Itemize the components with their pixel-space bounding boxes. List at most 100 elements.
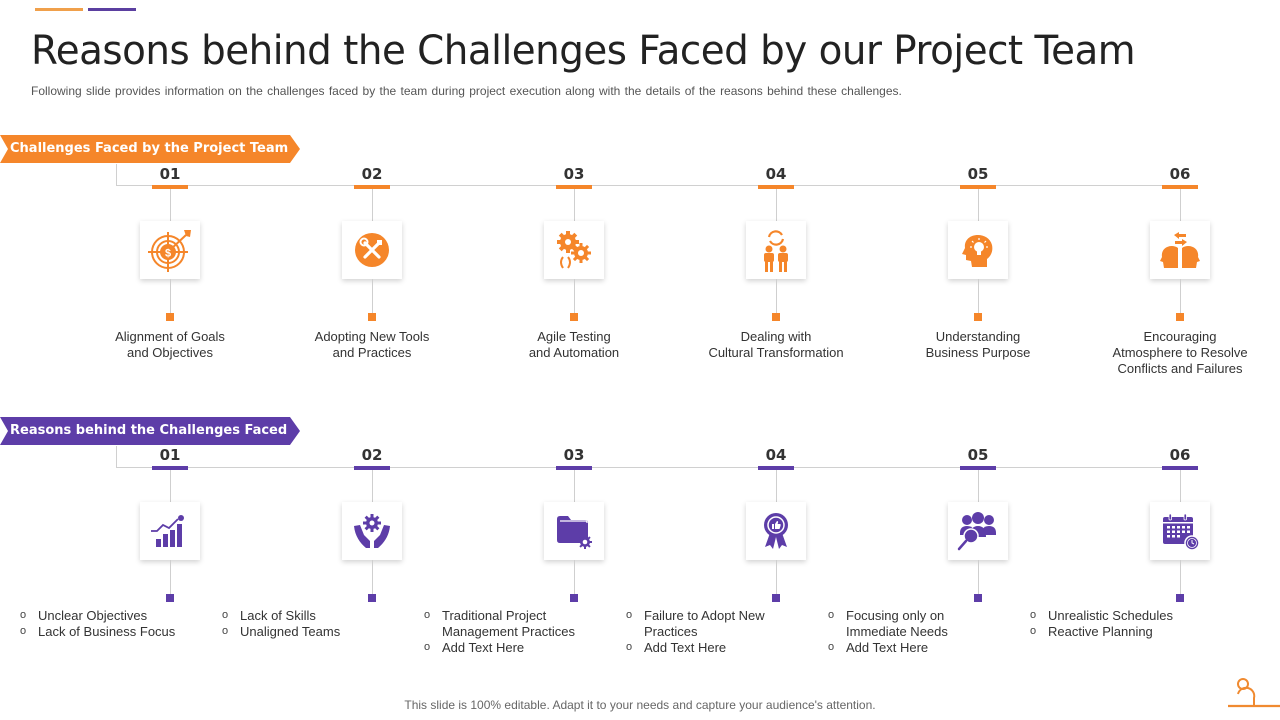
- step-number: 02: [361, 446, 383, 464]
- connector-line: [977, 560, 979, 594]
- timeline-connector: [116, 164, 117, 186]
- connector-line: [371, 560, 373, 594]
- step-number: 03: [563, 446, 585, 464]
- connector-line: [1179, 189, 1181, 221]
- reasons-timeline-line: [116, 467, 1198, 468]
- icon-card: [1150, 221, 1210, 279]
- folder-gear-icon: [557, 516, 592, 549]
- step-dot: [974, 594, 982, 602]
- connector-line: [1179, 470, 1181, 502]
- step-number: 05: [967, 446, 989, 464]
- people-exchange-icon: [764, 230, 788, 272]
- connector-line: [169, 189, 171, 221]
- connector-line: [573, 470, 575, 502]
- timeline-connector: [116, 446, 117, 468]
- connector-line: [1179, 279, 1181, 313]
- step-number: 04: [765, 446, 787, 464]
- step-dot: [570, 594, 578, 602]
- connector-line: [573, 560, 575, 594]
- connector-line: [169, 560, 171, 594]
- award-ribbon-icon: [764, 513, 788, 549]
- reasons-section-header: Reasons behind the Challenges Faced: [0, 417, 300, 445]
- step-dot: [166, 313, 174, 321]
- step-marker: [152, 466, 188, 470]
- step-number: 01: [159, 165, 181, 183]
- step-marker: [960, 466, 996, 470]
- step-marker: [556, 185, 592, 189]
- connector-line: [977, 279, 979, 313]
- gears-icon: [557, 231, 591, 269]
- challenges-section-header: Challenges Faced by the Project Team: [0, 135, 300, 163]
- connector-line: [1179, 560, 1181, 594]
- label-line: and Objectives: [127, 345, 213, 360]
- icon-card: [746, 221, 806, 279]
- challenge-label: Understanding Business Purpose: [888, 329, 1068, 361]
- icon-card: [140, 502, 200, 560]
- connector-line: [977, 189, 979, 221]
- icon-card: [948, 502, 1008, 560]
- step-marker: [758, 185, 794, 189]
- calendar-clock-icon: [1163, 513, 1200, 551]
- label-line: Understanding: [935, 329, 1021, 344]
- step-marker: [556, 466, 592, 470]
- label-line: Alignment of Goals: [115, 329, 225, 344]
- step-number: 02: [361, 165, 383, 183]
- step-dot: [1176, 313, 1184, 321]
- bullet-item: Reactive Planning: [1030, 623, 1210, 640]
- step-number: 03: [563, 165, 585, 183]
- bullet-item: Add Text Here: [424, 639, 604, 656]
- brand-logo-icon: [1228, 678, 1280, 708]
- step-marker: [152, 185, 188, 189]
- bullet-item: Add Text Here: [828, 639, 1008, 656]
- label-line: and Practices: [332, 345, 412, 360]
- label-line: Atmosphere to Resolve: [1112, 345, 1248, 360]
- connector-line: [775, 470, 777, 502]
- connector-line: [977, 470, 979, 502]
- step-marker: [758, 466, 794, 470]
- label-line: Business Purpose: [925, 345, 1031, 360]
- step-marker: [354, 466, 390, 470]
- step-dot: [570, 313, 578, 321]
- hands-gear-icon: [354, 514, 390, 548]
- bullet-item: Unrealistic Schedules: [1030, 607, 1210, 624]
- step-number: 04: [765, 165, 787, 183]
- footer-text: This slide is 100% editable. Adapt it to…: [404, 698, 876, 712]
- bullet-item: Unaligned Teams: [222, 623, 452, 640]
- step-dot: [368, 313, 376, 321]
- icon-card: [1150, 502, 1210, 560]
- accent-bar-orange: [35, 8, 83, 11]
- icon-card: $: [140, 221, 200, 279]
- connector-line: [169, 279, 171, 313]
- label-line: Cultural Transformation: [708, 345, 844, 360]
- bullet-item: Focusing only on Immediate Needs: [828, 607, 1008, 640]
- step-marker: [1162, 185, 1198, 189]
- label-line: Dealing with: [740, 329, 812, 344]
- step-dot: [974, 313, 982, 321]
- reason-bullet-list: Traditional Project Management Practices…: [424, 607, 604, 656]
- svg-text:$: $: [165, 248, 171, 260]
- connector-line: [371, 470, 373, 502]
- label-line: Conflicts and Failures: [1117, 361, 1243, 376]
- label-line: Agile Testing: [537, 329, 611, 344]
- heads-arrows-icon: [1160, 232, 1200, 268]
- label-line: Adopting New Tools: [314, 329, 430, 344]
- reason-bullet-list: Focusing only on Immediate Needs Add Tex…: [828, 607, 1008, 656]
- head-lightbulb-icon: [962, 235, 993, 267]
- connector-line: [371, 279, 373, 313]
- step-number: 06: [1169, 446, 1191, 464]
- bullet-item: Unclear Objectives: [20, 607, 250, 624]
- step-dot: [1176, 594, 1184, 602]
- reason-bullet-list: Unclear Objectives Lack of Business Focu…: [20, 607, 250, 640]
- step-marker: [1162, 466, 1198, 470]
- reason-bullet-list: Lack of Skills Unaligned Teams: [222, 607, 452, 640]
- icon-card: [544, 221, 604, 279]
- growth-chart-icon: [151, 515, 184, 547]
- connector-line: [775, 189, 777, 221]
- challenge-label: Alignment of Goals and Objectives: [80, 329, 260, 361]
- connector-line: [371, 189, 373, 221]
- bullet-item: Traditional Project Management Practices: [424, 607, 604, 640]
- bullet-item: Lack of Skills: [222, 607, 452, 624]
- bullet-item: Lack of Business Focus: [20, 623, 250, 640]
- step-dot: [368, 594, 376, 602]
- connector-line: [169, 470, 171, 502]
